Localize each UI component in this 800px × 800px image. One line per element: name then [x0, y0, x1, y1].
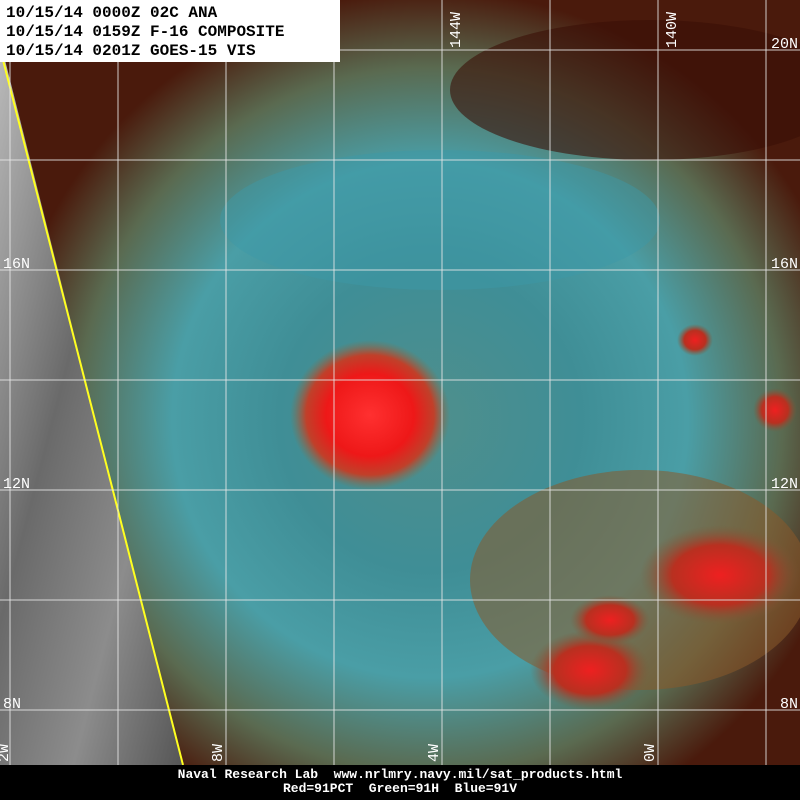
lon-label: 144W: [448, 12, 465, 48]
lon-label: 8W: [210, 744, 227, 762]
lon-label: 2W: [0, 744, 13, 762]
header-line: 10/15/14 0201Z GOES-15 VIS: [6, 42, 256, 60]
header-box: [0, 0, 340, 62]
lat-label: 12N: [3, 476, 30, 493]
map-labels: 20N 16N 12N 8N 16N 12N 8N 144W 140W 2W 8W 4W 0W: [0, 12, 798, 762]
lat-label: 16N: [3, 256, 30, 273]
lat-label: 20N: [771, 36, 798, 53]
lon-label: 140W: [664, 12, 681, 48]
header-line: 10/15/14 0000Z 02C ANA: [6, 4, 218, 22]
lon-label: 4W: [426, 744, 443, 762]
header-line: 10/15/14 0159Z F-16 COMPOSITE: [6, 23, 284, 41]
lon-label: 0W: [642, 744, 659, 762]
footer: Naval Research Lab www.nrlmry.navy.mil/s…: [178, 767, 623, 796]
lat-label: 8N: [3, 696, 21, 713]
grid: [0, 0, 800, 765]
lat-label: 8N: [780, 696, 798, 713]
imagery: [0, 0, 800, 766]
footer-bar: [0, 765, 800, 800]
footer-line: Naval Research Lab www.nrlmry.navy.mil/s…: [178, 767, 623, 782]
footer-line: Red=91PCT Green=91H Blue=91V: [283, 781, 517, 796]
lat-label: 12N: [771, 476, 798, 493]
lat-label: 16N: [771, 256, 798, 273]
